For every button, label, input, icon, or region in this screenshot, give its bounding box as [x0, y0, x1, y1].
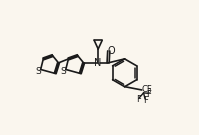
Text: 3: 3	[146, 88, 151, 94]
Text: F: F	[143, 96, 147, 105]
Text: F: F	[146, 90, 151, 99]
Text: CF: CF	[142, 85, 153, 94]
Text: S: S	[60, 67, 66, 76]
Text: N: N	[95, 58, 102, 68]
Text: S: S	[35, 67, 41, 76]
Text: O: O	[107, 46, 115, 56]
Text: F: F	[137, 95, 141, 104]
